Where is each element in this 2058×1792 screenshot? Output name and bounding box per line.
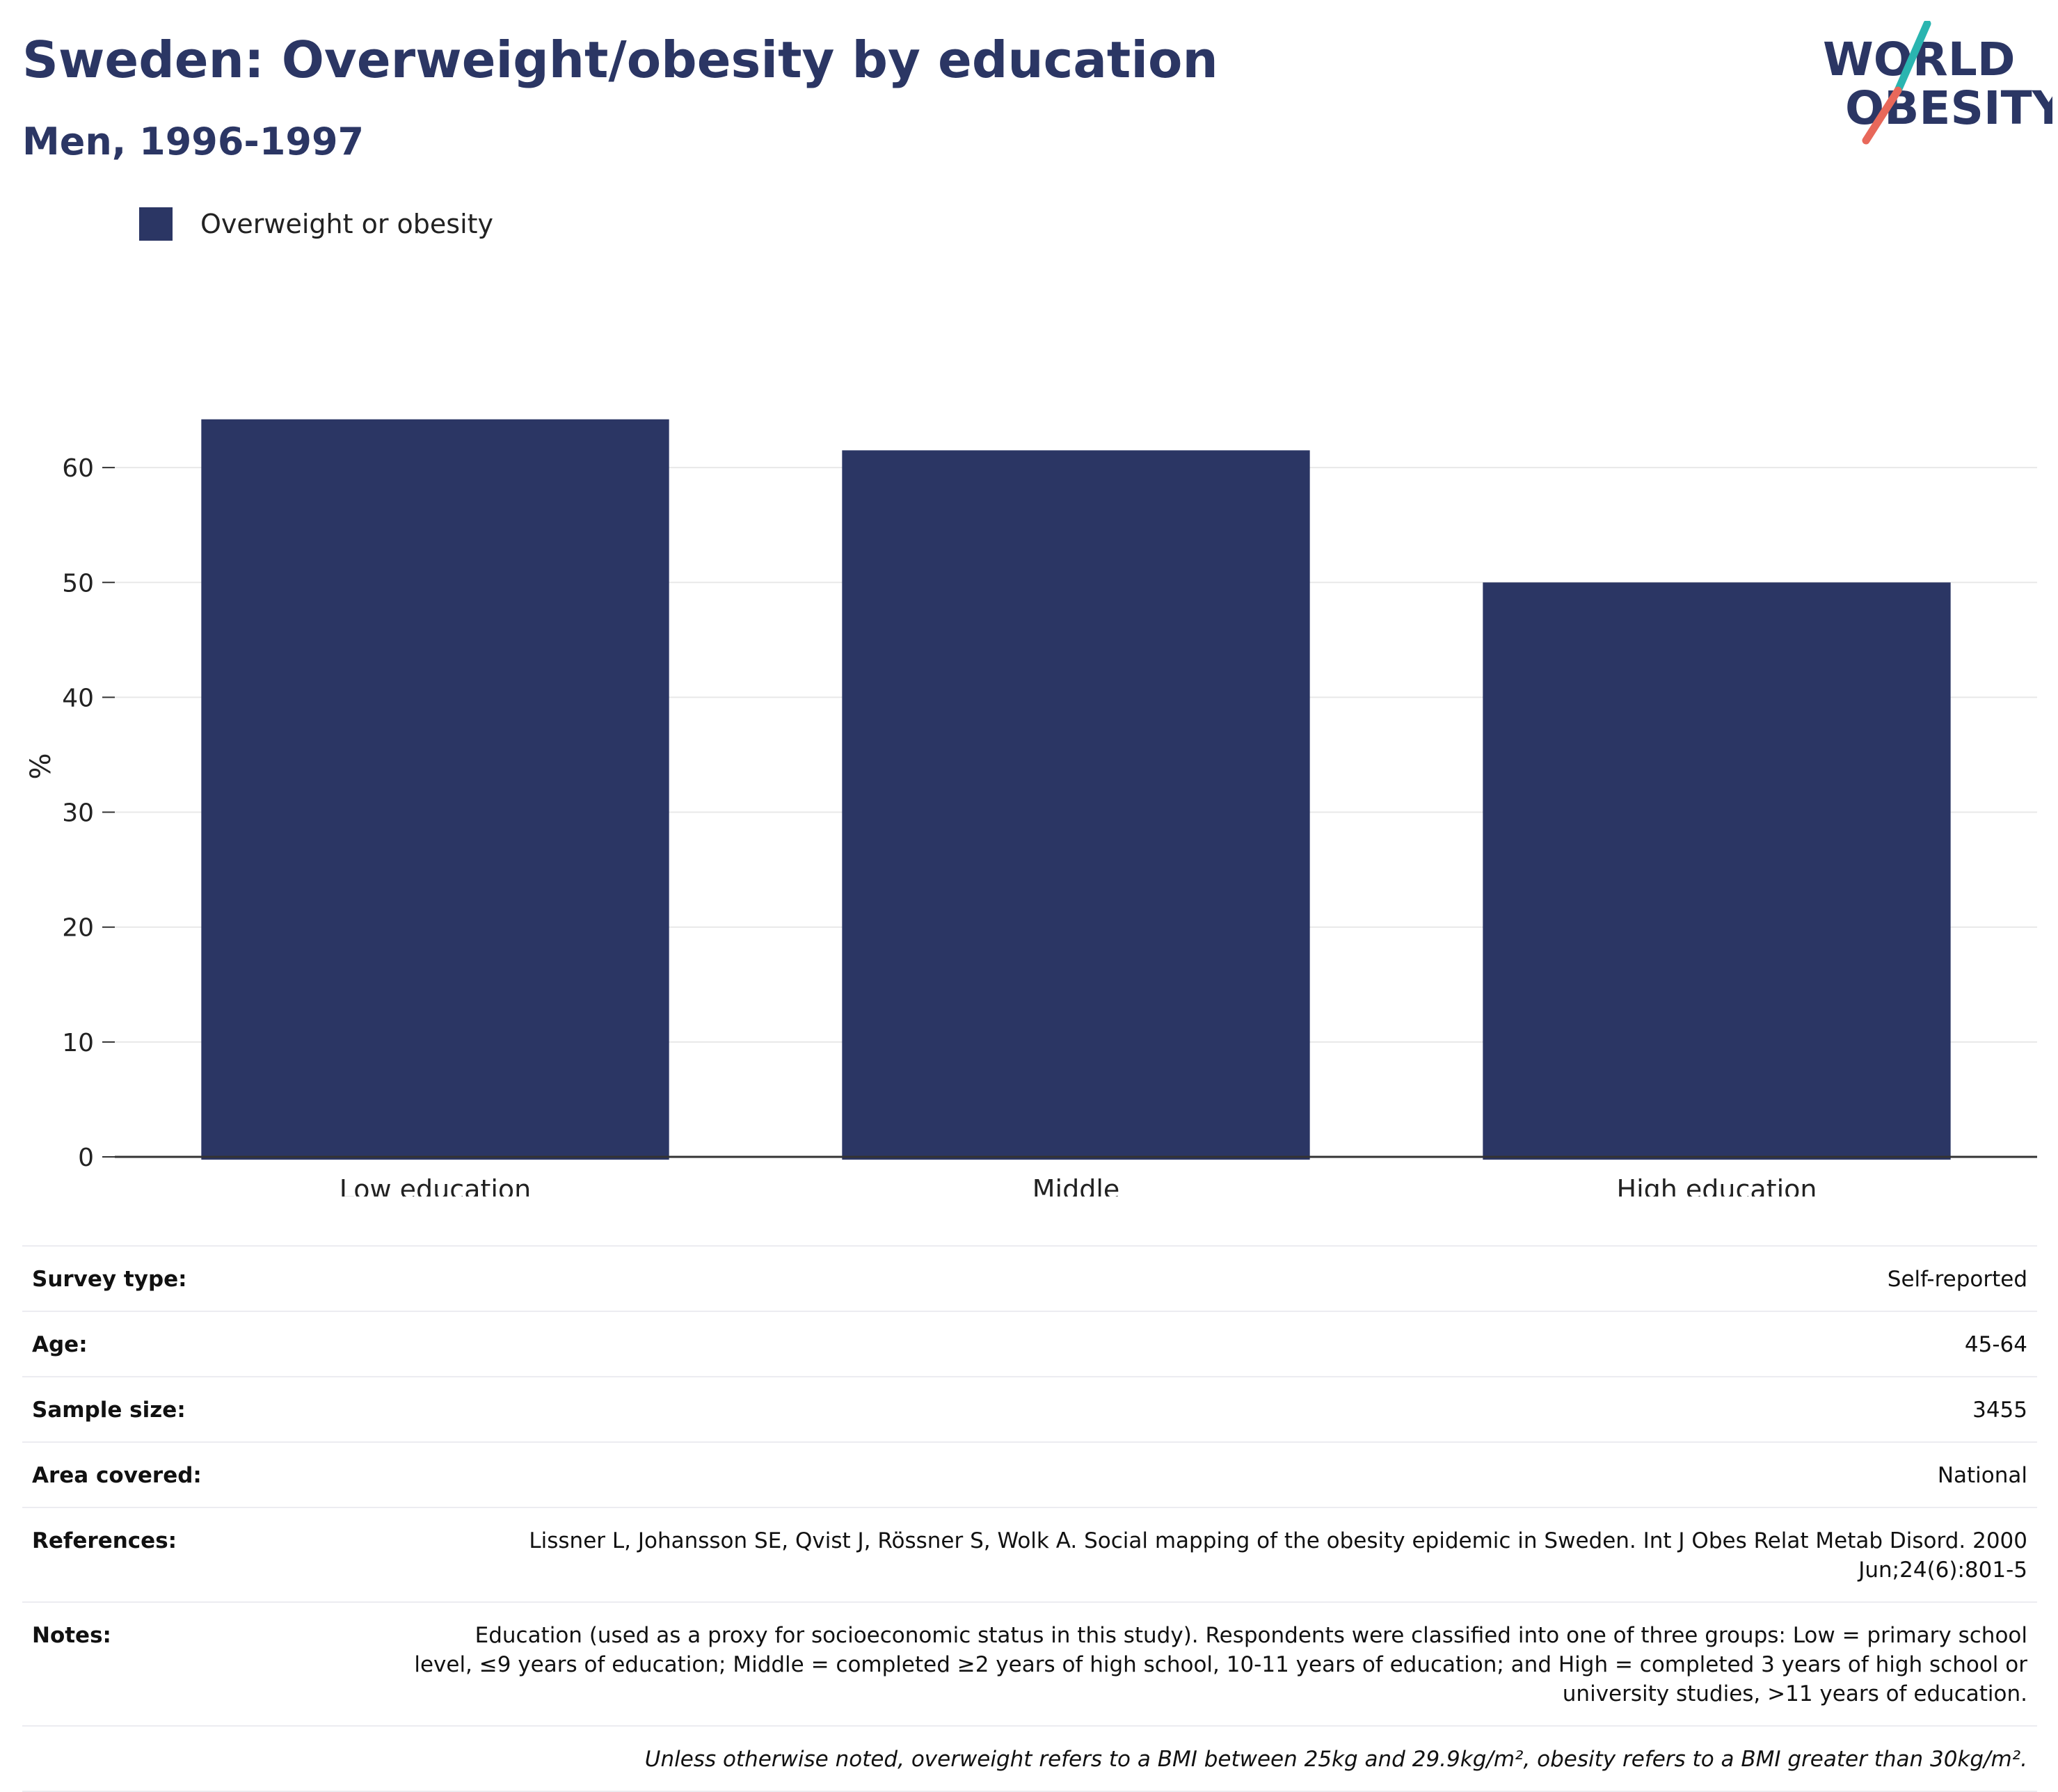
legend-label: Overweight or obesity xyxy=(200,209,494,239)
bar-middle xyxy=(842,450,1310,1160)
page-title: Sweden: Overweight/obesity by education xyxy=(22,31,1218,89)
info-row-label: References: xyxy=(22,1507,404,1602)
info-row: Notes: Education (used as a proxy for soc… xyxy=(22,1601,2037,1726)
bar-high-education xyxy=(1483,582,1951,1160)
info-row-value: 3455 xyxy=(404,1376,2037,1442)
logo-slash-bottom xyxy=(1862,86,1902,145)
y-axis-label: % xyxy=(25,753,57,779)
x-tick-label: High education xyxy=(1617,1174,1817,1197)
world-obesity-logo: WORLD OBESITY xyxy=(1823,21,2052,145)
info-row-label: Area covered: xyxy=(22,1441,404,1507)
y-tick-label: 30 xyxy=(62,799,94,828)
info-row-label: Notes: xyxy=(22,1601,404,1726)
info-row: Age: 45-64 xyxy=(22,1311,2037,1377)
y-tick-label: 50 xyxy=(62,569,94,598)
info-row-value: Self-reported xyxy=(404,1245,2037,1311)
info-row-value: Education (used as a proxy for socioecon… xyxy=(404,1601,2037,1726)
y-tick-label: 10 xyxy=(62,1029,94,1057)
survey-info-table: Survey type: Self-reported Age: 45-64 Sample… xyxy=(22,1245,2037,1792)
info-row-value: National xyxy=(404,1441,2037,1507)
x-tick-label: Low education xyxy=(340,1174,531,1197)
info-row: Area covered: National xyxy=(22,1441,2037,1507)
footnote-row: Unless otherwise noted, overweight refer… xyxy=(22,1725,2037,1792)
bar-chart: 0 10 20 30 40 50 60% Low education Middle High ed… xyxy=(25,419,2037,1197)
info-row-label: Survey type: xyxy=(22,1245,404,1311)
info-row-value: Lissner L, Johansson SE, Qvist J, Rössne… xyxy=(404,1507,2037,1602)
bmi-footnote: Unless otherwise noted, overweight refer… xyxy=(22,1725,2037,1792)
info-row-label: Sample size: xyxy=(22,1376,404,1442)
logo-slash-top xyxy=(1894,21,1931,95)
y-tick-label: 60 xyxy=(62,454,94,483)
info-row-label: Age: xyxy=(22,1311,404,1377)
y-tick-label: 20 xyxy=(62,914,94,943)
page-subtitle: Men, 1996-1997 xyxy=(22,120,365,163)
legend-swatch xyxy=(139,207,173,241)
info-row: Sample size: 3455 xyxy=(22,1376,2037,1442)
y-tick-label: 0 xyxy=(78,1144,94,1172)
chart-legend[interactable]: Overweight or obesity xyxy=(139,207,493,241)
info-row: References: Lissner L, Johansson SE, Qvis… xyxy=(22,1507,2037,1602)
bar-low-education xyxy=(201,419,669,1160)
info-row: Survey type: Self-reported xyxy=(22,1245,2037,1311)
info-row-value: 45-64 xyxy=(404,1311,2037,1377)
x-tick-label: Middle xyxy=(1032,1174,1120,1197)
y-tick-label: 40 xyxy=(62,684,94,712)
